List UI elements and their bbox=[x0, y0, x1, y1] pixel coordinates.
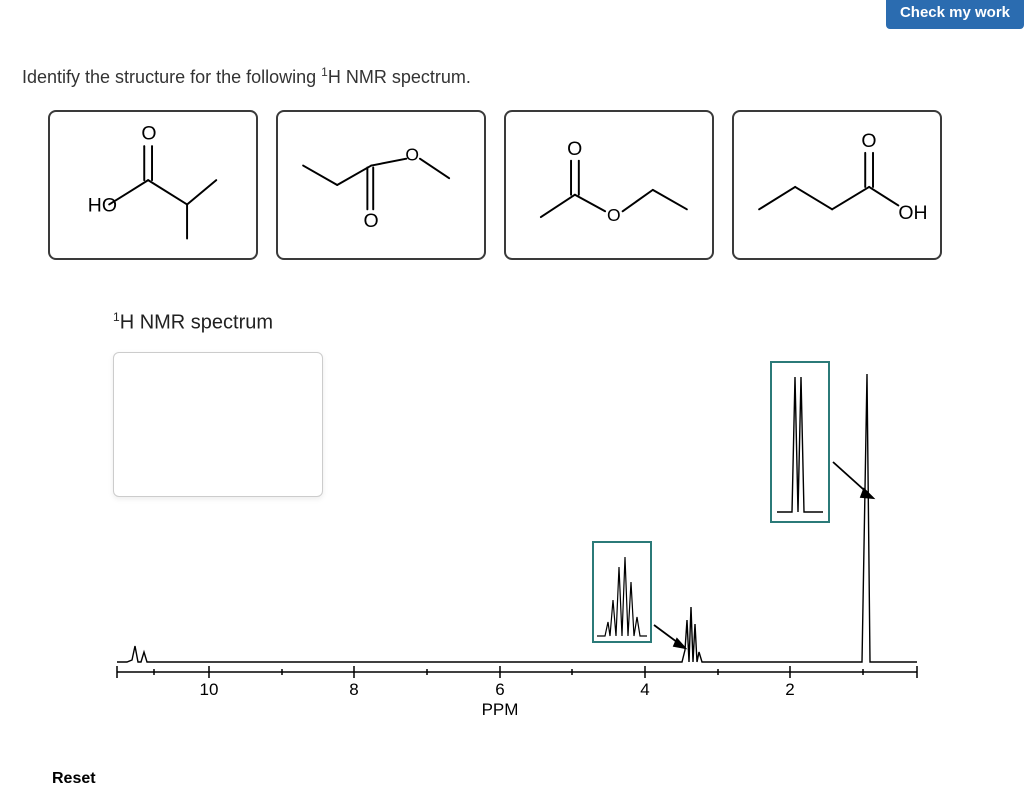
check-my-work-button[interactable]: Check my work bbox=[886, 0, 1024, 29]
label-o-a: O bbox=[141, 122, 156, 144]
option-b[interactable]: O O bbox=[276, 110, 486, 260]
spectrum-title: 1H NMR spectrum bbox=[113, 310, 273, 335]
structure-b: O O bbox=[278, 112, 484, 258]
spectrum-text: H NMR spectrum bbox=[120, 312, 273, 334]
label-ho: HO bbox=[88, 194, 117, 216]
option-c[interactable]: O O bbox=[504, 110, 714, 260]
label-o-b1: O bbox=[405, 145, 419, 165]
question-sup: 1 bbox=[321, 65, 328, 79]
spectrum-sup: 1 bbox=[113, 310, 120, 324]
question-text: Identify the structure for the following… bbox=[22, 65, 471, 88]
xtick-2: 2 bbox=[785, 680, 794, 699]
question-prefix: Identify the structure for the following bbox=[22, 67, 321, 87]
options-row: HO O O O bbox=[48, 110, 942, 260]
label-o-d1: O bbox=[861, 130, 876, 152]
structure-c: O O bbox=[506, 112, 712, 258]
xtick-4: 4 bbox=[640, 680, 649, 699]
xtick-6: 6 bbox=[495, 680, 504, 699]
option-a[interactable]: HO O bbox=[48, 110, 258, 260]
answer-dropzone[interactable] bbox=[113, 352, 323, 497]
question-suffix: H NMR spectrum. bbox=[328, 67, 471, 87]
label-o-c2: O bbox=[607, 205, 621, 225]
reset-button[interactable]: Reset bbox=[52, 770, 96, 788]
structure-a: HO O bbox=[50, 112, 256, 258]
axis-label: PPM bbox=[482, 700, 519, 719]
structure-d: O OH bbox=[734, 112, 940, 258]
option-d[interactable]: O OH bbox=[732, 110, 942, 260]
label-oh-d: OH bbox=[898, 202, 927, 224]
label-o-c1: O bbox=[567, 138, 582, 160]
xtick-8: 8 bbox=[349, 680, 358, 699]
xtick-10: 10 bbox=[200, 680, 219, 699]
label-o-b2: O bbox=[363, 210, 378, 232]
